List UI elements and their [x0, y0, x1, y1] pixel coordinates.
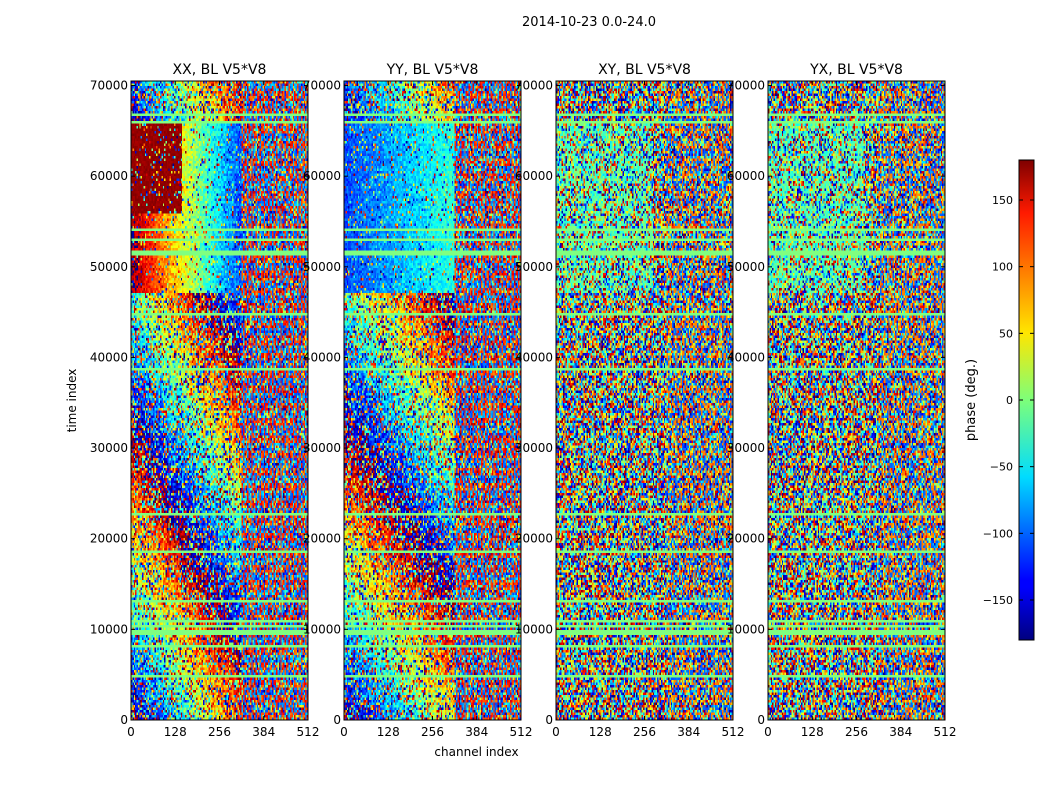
colorbar-tick-label: 150 [992, 194, 1013, 207]
heatmap-image-xy [556, 81, 733, 720]
x-tick-label: 512 [722, 725, 745, 739]
y-tick-label: 40000 [515, 350, 553, 364]
colorbar: 150 100 50 0 −50 −100 −150 phase (deg.) [964, 159, 1035, 641]
x-tick-label: 256 [421, 725, 444, 739]
heatmap-image-xx [131, 81, 308, 720]
y-tick-label: 50000 [727, 260, 765, 274]
y-tick-label: 0 [545, 713, 553, 727]
x-tick-label: 256 [208, 725, 231, 739]
y-tick-label: 60000 [727, 169, 765, 183]
y-tick-label: 70000 [303, 79, 341, 93]
y-tick-label: 0 [757, 713, 765, 727]
panel-yx: YX, BL V5*V8 0 128 256 384 512 0 10000 20000 3000… [727, 62, 957, 739]
y-tick-label: 10000 [303, 622, 341, 636]
x-tick-label: 512 [934, 725, 957, 739]
x-axis-label: channel index [434, 745, 518, 759]
x-tick-label: 128 [377, 725, 400, 739]
y-tick-label: 70000 [727, 79, 765, 93]
y-tick-label: 50000 [515, 260, 553, 274]
panel-title: XX, BL V5*V8 [173, 62, 267, 78]
x-tick-label: 384 [252, 725, 275, 739]
panels: XX, BL V5*V8 0 128 256 384 512 0 10000 20000 3000… [65, 62, 956, 759]
y-tick-label: 20000 [303, 532, 341, 546]
panel-xy: XY, BL V5*V8 0 128 256 384 512 0 10000 20000 3000… [515, 62, 745, 739]
heatmap-image-yy [344, 81, 521, 720]
y-tick-label: 50000 [303, 260, 341, 274]
y-tick-label: 20000 [515, 532, 553, 546]
y-tick-label: 0 [120, 713, 128, 727]
x-tick-label: 512 [510, 725, 533, 739]
panel-title: XY, BL V5*V8 [598, 62, 691, 78]
y-tick-label: 40000 [303, 350, 341, 364]
y-tick-label: 30000 [303, 441, 341, 455]
colorbar-tick-label: 50 [999, 327, 1013, 340]
colorbar-tick-label: −150 [983, 594, 1013, 607]
panel-title: YX, BL V5*V8 [809, 62, 903, 78]
y-tick-label: 30000 [515, 441, 553, 455]
x-tick-label: 0 [127, 725, 135, 739]
x-tick-label: 256 [633, 725, 656, 739]
y-tick-label: 20000 [90, 532, 128, 546]
x-tick-label: 384 [465, 725, 488, 739]
y-tick-label: 40000 [727, 350, 765, 364]
colorbar-tick-label: 100 [992, 261, 1013, 274]
colorbar-tick-label: −50 [990, 461, 1013, 474]
y-tick-label: 10000 [515, 622, 553, 636]
heatmap-image-yx [768, 81, 945, 720]
y-tick-label: 70000 [515, 79, 553, 93]
y-tick-label: 30000 [727, 441, 765, 455]
colorbar-tick-label: −100 [983, 527, 1013, 540]
y-tick-label: 50000 [90, 260, 128, 274]
panel-yy: YY, BL V5*V8 0 128 256 384 512 0 10000 20000 3000… [303, 62, 533, 759]
y-tick-label: 60000 [303, 169, 341, 183]
x-tick-label: 128 [164, 725, 187, 739]
x-tick-label: 0 [764, 725, 772, 739]
y-tick-label: 20000 [727, 532, 765, 546]
x-tick-label: 512 [297, 725, 320, 739]
x-tick-label: 0 [552, 725, 560, 739]
y-tick-label: 70000 [90, 79, 128, 93]
panel-title: YY, BL V5*V8 [386, 62, 479, 78]
y-tick-label: 0 [333, 713, 341, 727]
x-tick-label: 128 [801, 725, 824, 739]
x-tick-label: 0 [340, 725, 348, 739]
x-tick-label: 384 [889, 725, 912, 739]
figure-suptitle: 2014-10-23 0.0-24.0 [522, 15, 656, 30]
colorbar-tick-label: 0 [1006, 394, 1013, 407]
y-tick-label: 60000 [90, 169, 128, 183]
y-tick-label: 30000 [90, 441, 128, 455]
x-tick-label: 256 [845, 725, 868, 739]
x-tick-label: 384 [677, 725, 700, 739]
x-tick-label: 128 [589, 725, 612, 739]
colorbar-ticks: 150 100 50 0 −50 −100 −150 [983, 194, 1034, 607]
y-axis-label: time index [65, 369, 79, 433]
colorbar-label: phase (deg.) [964, 359, 979, 441]
y-tick-label: 10000 [727, 622, 765, 636]
y-tick-label: 40000 [90, 350, 128, 364]
y-tick-label: 60000 [515, 169, 553, 183]
panel-xx: XX, BL V5*V8 0 128 256 384 512 0 10000 20000 3000… [65, 62, 319, 739]
y-tick-label: 10000 [90, 622, 128, 636]
